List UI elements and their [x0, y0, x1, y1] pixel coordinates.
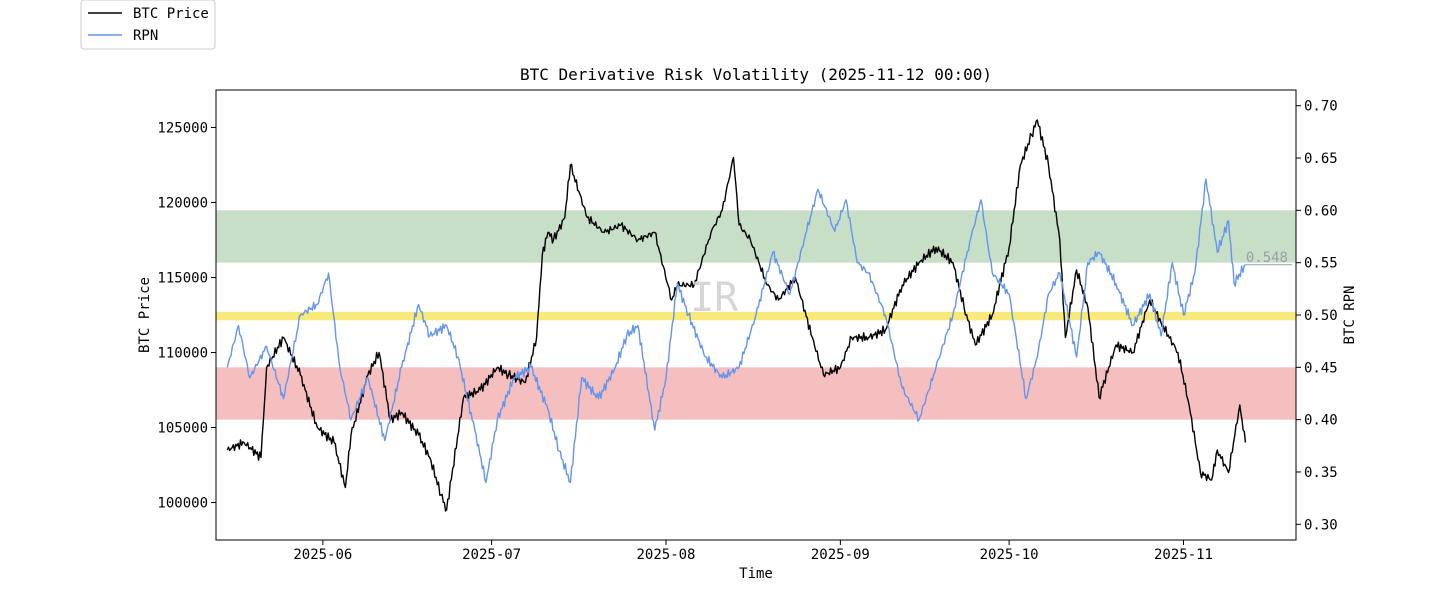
right-tick-label: 0.70 [1304, 99, 1338, 115]
left-tick-label: 115000 [157, 271, 208, 287]
right-tick-label: 0.40 [1304, 413, 1338, 429]
left-tick-label: 110000 [157, 346, 208, 362]
watermark-text: IR [690, 275, 739, 321]
x-tick-label: 2025-08 [636, 547, 695, 563]
left-tick-label: 100000 [157, 496, 208, 512]
x-axis-label: Time [739, 566, 773, 582]
right-tick-label: 0.35 [1304, 465, 1338, 481]
x-tick-label: 2025-07 [462, 547, 521, 563]
left-tick-label: 105000 [157, 421, 208, 437]
reference-value-label: 0.548 [1246, 250, 1288, 266]
x-tick-label: 2025-09 [811, 547, 870, 563]
right-tick-label: 0.60 [1304, 203, 1338, 219]
series-lines [226, 119, 1247, 512]
band-low [216, 367, 1296, 420]
left-tick-label: 120000 [157, 196, 208, 212]
series-line-rpn [226, 178, 1246, 484]
reference-line: 0.548 [1245, 250, 1292, 266]
legend: BTC Price RPN [80, 0, 216, 50]
x-tick-label: 2025-11 [1154, 547, 1213, 563]
x-axis-ticks: 2025-06 2025-07 2025-08 2025-09 2025-10 2025-… [293, 540, 1213, 563]
chart-title: BTC Derivative Risk Volatility (2025-11-… [520, 65, 992, 84]
legend-label-btc-price: BTC Price [133, 6, 209, 22]
left-axis-ticks: 100000 105000 110000 115000 120000 125000 [157, 121, 216, 512]
right-tick-label: 0.50 [1304, 308, 1338, 324]
legend-label-rpn: RPN [133, 28, 158, 44]
x-tick-label: 2025-06 [293, 547, 352, 563]
right-tick-label: 0.65 [1304, 151, 1338, 167]
right-axis-label: BTC RPN [1342, 285, 1358, 344]
right-tick-label: 0.45 [1304, 360, 1338, 376]
left-tick-label: 125000 [157, 121, 208, 137]
left-axis-label: BTC Price [137, 277, 153, 353]
series-line-btc-price [226, 119, 1247, 512]
right-axis-ticks: 0.30 0.35 0.40 0.45 0.50 0.55 0.60 0.65 0.70 [1296, 99, 1338, 533]
right-tick-label: 0.55 [1304, 256, 1338, 272]
right-tick-label: 0.30 [1304, 517, 1338, 533]
x-tick-label: 2025-10 [980, 547, 1039, 563]
